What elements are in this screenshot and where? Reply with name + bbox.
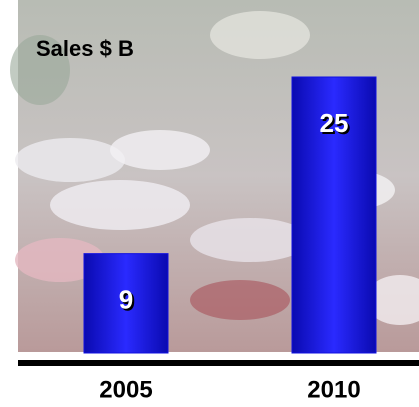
baseline xyxy=(18,360,419,366)
value-label-shadow: 9 xyxy=(121,287,135,317)
x-tick-label: 2005 xyxy=(99,376,152,403)
x-tick-label: 2010 xyxy=(307,376,360,403)
value-label-shadow: 25 xyxy=(322,110,351,140)
bar xyxy=(83,253,169,354)
chart-title: Sales $ B xyxy=(36,36,134,61)
value-label: 9 xyxy=(119,285,133,315)
bar xyxy=(291,76,377,354)
value-label: 25 xyxy=(320,108,349,138)
